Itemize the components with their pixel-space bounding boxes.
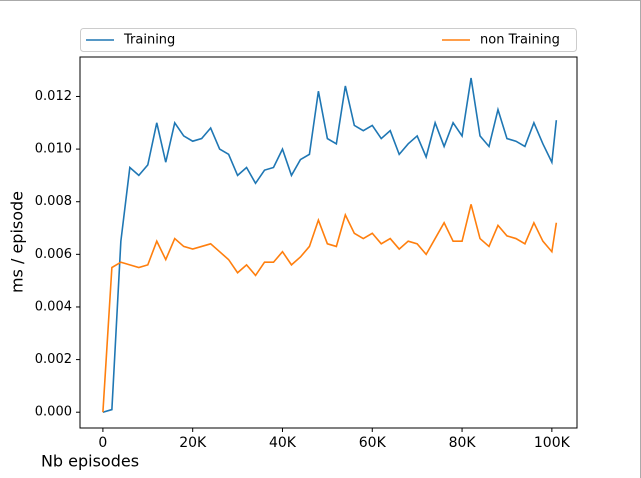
legend-label: non Training: [480, 33, 560, 48]
y-tick-label: 0.012: [35, 89, 72, 104]
legend-label: Training: [123, 33, 175, 48]
x-axis-label: Nb episodes: [41, 452, 139, 471]
line-series: [102, 204, 558, 413]
y-tick-label: 0.006: [35, 247, 72, 262]
axes-frame: [79, 56, 578, 429]
x-tick-label: 100K: [534, 435, 571, 451]
y-tick-label: 0.010: [35, 142, 72, 157]
y-tick-label: 0.000: [35, 405, 72, 420]
y-tick-label: 0.004: [35, 299, 72, 314]
y-tick-label: 0.008: [35, 194, 72, 209]
y-tick-label: 0.002: [35, 352, 72, 367]
x-tick-label: 60K: [359, 435, 387, 451]
x-tick-label: 80K: [449, 435, 477, 451]
y-axis-label: ms / episode: [8, 191, 27, 293]
x-tick-label: 0: [98, 435, 107, 451]
x-tick-label: 40K: [269, 435, 297, 451]
legend-box: [80, 28, 577, 52]
line-series: [102, 77, 558, 413]
x-tick-label: 20K: [179, 435, 207, 451]
